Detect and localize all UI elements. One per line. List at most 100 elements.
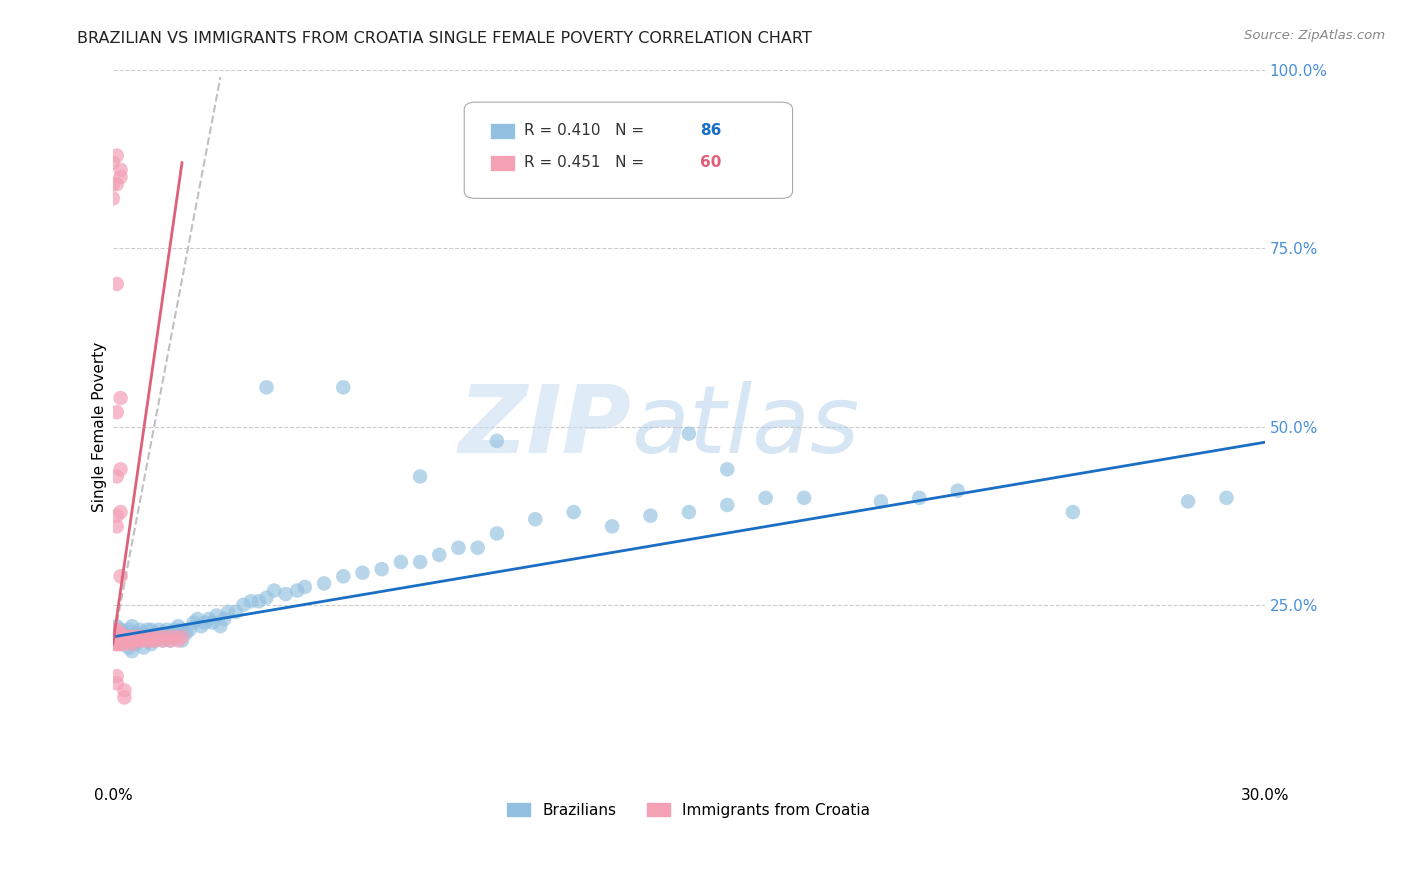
Point xyxy=(370,562,392,576)
Point xyxy=(485,434,508,448)
Point xyxy=(427,548,450,562)
Point xyxy=(101,177,124,191)
Point xyxy=(205,608,228,623)
Point xyxy=(105,619,128,633)
Point xyxy=(163,623,186,637)
Point xyxy=(136,633,159,648)
Point xyxy=(247,594,270,608)
Point xyxy=(141,633,163,648)
Point xyxy=(946,483,969,498)
Point xyxy=(170,630,193,644)
Point xyxy=(240,594,263,608)
Point xyxy=(110,162,132,177)
Text: R = 0.451   N =: R = 0.451 N = xyxy=(524,155,650,170)
Point xyxy=(110,505,132,519)
Legend: Brazilians, Immigrants from Croatia: Brazilians, Immigrants from Croatia xyxy=(499,795,877,825)
Point xyxy=(143,626,166,640)
Point xyxy=(908,491,931,505)
Point xyxy=(562,505,585,519)
Point xyxy=(148,623,170,637)
Point xyxy=(132,626,155,640)
Point xyxy=(110,169,132,184)
Point xyxy=(640,508,662,523)
Point xyxy=(112,690,135,705)
Point xyxy=(121,630,143,644)
Point xyxy=(716,462,738,476)
Point xyxy=(105,623,128,637)
Point xyxy=(141,630,163,644)
Point xyxy=(212,612,235,626)
Point xyxy=(112,626,135,640)
Point xyxy=(159,626,181,640)
Point xyxy=(167,619,190,633)
Point xyxy=(1177,494,1199,508)
Point xyxy=(132,633,155,648)
Point xyxy=(159,633,181,648)
Bar xyxy=(489,155,515,170)
Point xyxy=(352,566,374,580)
Point xyxy=(105,469,128,483)
Point xyxy=(125,626,148,640)
Point xyxy=(110,630,132,644)
Point xyxy=(110,633,132,648)
Point xyxy=(141,623,163,637)
Point xyxy=(152,633,174,648)
Point xyxy=(141,637,163,651)
Point xyxy=(485,526,508,541)
Point xyxy=(121,630,143,644)
Point xyxy=(143,633,166,648)
Point xyxy=(232,598,254,612)
Point xyxy=(105,630,128,644)
Point xyxy=(125,633,148,648)
Point xyxy=(1215,491,1237,505)
Point xyxy=(209,619,232,633)
Point xyxy=(174,626,197,640)
Point xyxy=(117,640,139,655)
Point xyxy=(409,555,432,569)
Point xyxy=(217,605,239,619)
Point xyxy=(110,462,132,476)
Point xyxy=(163,630,186,644)
Point xyxy=(112,633,135,648)
Point xyxy=(179,623,201,637)
Point xyxy=(716,498,738,512)
Point xyxy=(170,633,193,648)
Point xyxy=(105,519,128,533)
Point xyxy=(101,637,124,651)
Point xyxy=(201,615,224,630)
Point xyxy=(101,626,124,640)
Point xyxy=(332,569,354,583)
Point xyxy=(194,615,217,630)
Point xyxy=(117,633,139,648)
Point xyxy=(1062,505,1084,519)
Point xyxy=(793,491,815,505)
Point xyxy=(225,605,247,619)
Point xyxy=(105,676,128,690)
Point xyxy=(755,491,778,505)
Point xyxy=(389,555,412,569)
Point xyxy=(110,623,132,637)
Point xyxy=(163,630,186,644)
Text: Source: ZipAtlas.com: Source: ZipAtlas.com xyxy=(1244,29,1385,42)
Point xyxy=(112,633,135,648)
Point xyxy=(101,191,124,205)
Point xyxy=(152,626,174,640)
Point xyxy=(156,623,179,637)
Point xyxy=(678,505,700,519)
Point xyxy=(285,583,308,598)
Point xyxy=(128,630,150,644)
Point xyxy=(128,633,150,648)
Point xyxy=(156,630,179,644)
Point xyxy=(110,391,132,405)
Point xyxy=(117,623,139,637)
Point xyxy=(125,637,148,651)
Point xyxy=(198,612,221,626)
Point xyxy=(105,626,128,640)
Point xyxy=(101,633,124,648)
Point xyxy=(294,580,316,594)
Bar xyxy=(489,123,515,138)
Text: 86: 86 xyxy=(700,123,721,138)
Point xyxy=(143,633,166,648)
Point xyxy=(159,633,181,648)
Point xyxy=(125,630,148,644)
